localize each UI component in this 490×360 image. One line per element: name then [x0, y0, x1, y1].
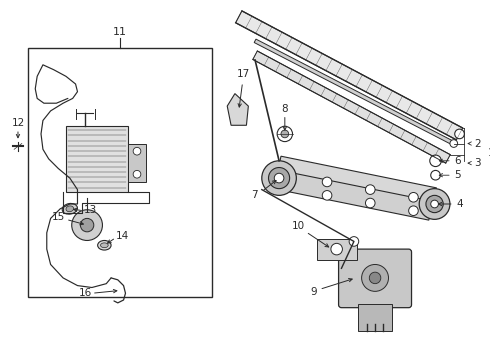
- Circle shape: [262, 161, 296, 195]
- Ellipse shape: [98, 240, 111, 250]
- Ellipse shape: [62, 203, 77, 214]
- FancyBboxPatch shape: [317, 239, 357, 260]
- Circle shape: [419, 189, 450, 219]
- Circle shape: [322, 190, 332, 200]
- Circle shape: [366, 198, 375, 208]
- Text: 15: 15: [51, 212, 65, 222]
- Circle shape: [349, 237, 359, 246]
- Text: 5: 5: [454, 170, 461, 180]
- Text: 17: 17: [237, 69, 250, 80]
- Text: 2: 2: [474, 139, 481, 149]
- Text: 4: 4: [456, 199, 463, 209]
- Circle shape: [362, 265, 389, 291]
- Circle shape: [431, 170, 441, 180]
- Ellipse shape: [100, 243, 108, 248]
- Text: 6: 6: [454, 156, 461, 166]
- Text: 1: 1: [488, 148, 490, 158]
- Ellipse shape: [66, 206, 74, 212]
- Text: 9: 9: [310, 287, 317, 297]
- Circle shape: [72, 210, 102, 240]
- FancyBboxPatch shape: [339, 249, 412, 308]
- Polygon shape: [227, 94, 248, 125]
- Text: 11: 11: [113, 27, 127, 37]
- Polygon shape: [277, 171, 433, 220]
- Text: 8: 8: [282, 104, 288, 114]
- Bar: [27, 48, 212, 297]
- Bar: [66, 126, 128, 192]
- Circle shape: [274, 173, 284, 183]
- Circle shape: [409, 193, 418, 202]
- Circle shape: [279, 181, 289, 190]
- Circle shape: [331, 243, 343, 255]
- Circle shape: [80, 219, 94, 232]
- Circle shape: [430, 155, 441, 167]
- Circle shape: [133, 170, 141, 178]
- Circle shape: [450, 140, 458, 147]
- Text: 7: 7: [251, 190, 257, 201]
- Bar: [128, 144, 146, 182]
- Text: 13: 13: [84, 205, 98, 215]
- Circle shape: [269, 167, 290, 189]
- Polygon shape: [253, 51, 450, 163]
- Text: 3: 3: [474, 158, 481, 168]
- Circle shape: [281, 130, 289, 138]
- Polygon shape: [277, 156, 437, 207]
- Circle shape: [431, 200, 439, 208]
- Bar: [358, 304, 392, 331]
- Circle shape: [455, 129, 465, 139]
- Text: 14: 14: [116, 231, 129, 241]
- Circle shape: [369, 272, 381, 284]
- Text: 16: 16: [78, 288, 92, 298]
- Circle shape: [277, 126, 293, 141]
- Text: 12: 12: [11, 118, 24, 129]
- Circle shape: [279, 167, 289, 177]
- Circle shape: [133, 147, 141, 155]
- Circle shape: [322, 177, 332, 187]
- Circle shape: [426, 195, 443, 213]
- Circle shape: [409, 206, 418, 216]
- Polygon shape: [236, 11, 463, 140]
- Text: 10: 10: [292, 221, 305, 231]
- Polygon shape: [254, 39, 455, 145]
- Circle shape: [366, 185, 375, 194]
